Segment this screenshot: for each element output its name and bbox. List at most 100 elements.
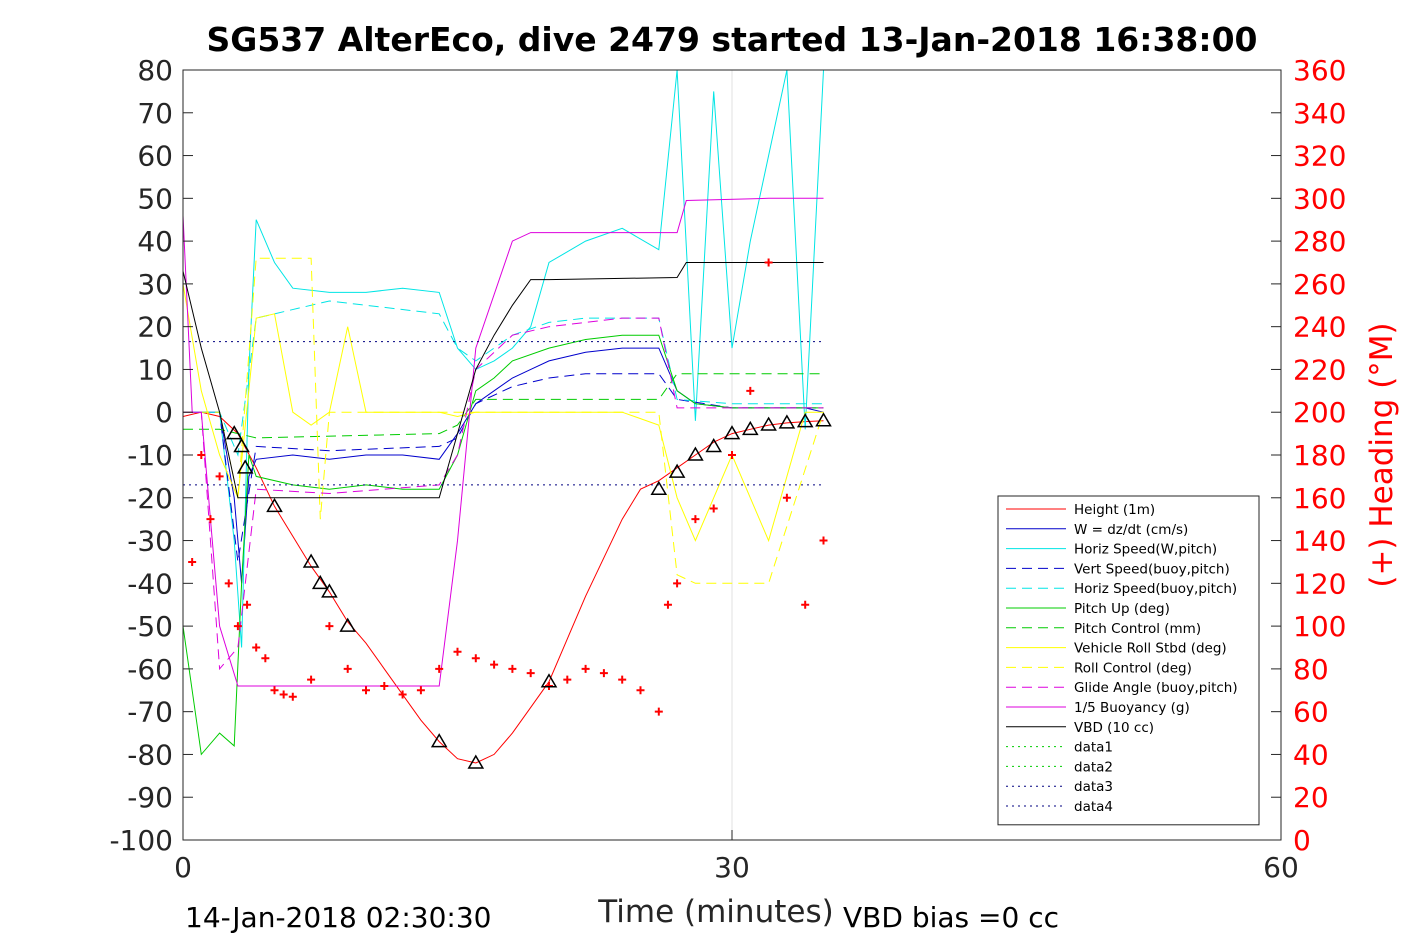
- height-marker: [778, 414, 796, 429]
- heading-point: [490, 660, 499, 669]
- footer-timestamp: 14-Jan-2018 02:30:30: [185, 901, 491, 934]
- heading-point: [362, 686, 370, 695]
- series-line-4: [183, 300, 824, 457]
- y-tick-label: 60: [137, 140, 173, 173]
- y-right-tick-label: 220: [1293, 353, 1346, 386]
- y-right-tick-label: 240: [1293, 311, 1346, 344]
- heading-point: [782, 493, 791, 502]
- y-right-tick-label: 100: [1293, 610, 1346, 643]
- heading-point: [819, 536, 828, 545]
- legend-box: [997, 495, 1260, 826]
- heading-point: [279, 690, 288, 699]
- heading-point: [233, 622, 242, 631]
- heading-point: [224, 579, 233, 588]
- height-marker: [540, 673, 558, 688]
- height-marker: [225, 425, 243, 440]
- x-axis-label: Time (minutes): [597, 894, 833, 930]
- left-axis: 80 70 60 50 40 30 20 10 0 -10 -20 -30 -40 -50 -60 -70 -8…: [109, 54, 193, 857]
- y-right-tick-label: 20: [1293, 781, 1329, 814]
- height-marker: [796, 413, 814, 428]
- legend-label: Horiz Speed(W,pitch): [1074, 542, 1217, 558]
- heading-point: [764, 258, 773, 267]
- heading-point: [398, 690, 407, 699]
- heading-point: [261, 654, 270, 663]
- y-right-tick-label: 40: [1293, 738, 1329, 771]
- y-right-tick-label: 60: [1293, 696, 1329, 729]
- legend-label: Horiz Speed(buoy,pitch): [1074, 581, 1237, 597]
- height-marker: [302, 553, 320, 568]
- y-tick-label: 0: [155, 396, 173, 429]
- heading-point: [691, 515, 700, 524]
- heading-point: [343, 664, 352, 673]
- heading-point: [654, 707, 663, 716]
- heading-point: [801, 600, 810, 609]
- heading-point: [188, 557, 197, 566]
- series-line-10: [183, 197, 824, 687]
- y-right-tick-label: 0: [1293, 824, 1311, 857]
- series-line-9: [183, 317, 824, 671]
- height-marker: [760, 416, 777, 431]
- heading-point: [380, 682, 389, 690]
- y-tick-label: -70: [127, 696, 173, 729]
- heading-point: [581, 664, 590, 673]
- y-right-tick-label: 320: [1293, 140, 1346, 173]
- legend-label: Vert Speed(buoy,pitch): [1074, 561, 1230, 577]
- heading-point: [197, 451, 206, 459]
- y-right-tick-label: 140: [1293, 525, 1346, 558]
- right-axis-label: (+) Heading (°M): [1364, 322, 1400, 587]
- legend-label: Vehicle Roll Stbd (deg): [1074, 641, 1227, 657]
- heading-point: [746, 386, 755, 395]
- legend-label: Pitch Up (deg): [1074, 601, 1170, 617]
- legend-label: Glide Angle (buoy,pitch): [1074, 680, 1238, 696]
- height-marker: [815, 412, 832, 427]
- y-tick-label: -40: [127, 567, 173, 600]
- x-tick-label: 30: [714, 851, 750, 884]
- heading-point: [307, 675, 316, 684]
- height-marker: [687, 446, 704, 461]
- legend-label: data2: [1074, 759, 1113, 775]
- height-marker: [339, 617, 357, 632]
- y-right-tick-label: 180: [1293, 439, 1346, 472]
- legend: Height (1m) W = dz/dt (cm/s) Horiz Speed(W…: [997, 495, 1260, 826]
- y-tick-label: -10: [127, 439, 173, 472]
- x-axis: 0 30 60: [174, 830, 1299, 884]
- x-tick-label: 0: [174, 851, 192, 884]
- y-tick-label: -90: [127, 781, 173, 814]
- y-right-tick-label: 200: [1293, 396, 1346, 429]
- y-right-tick-label: 260: [1293, 268, 1346, 301]
- heading-point: [526, 669, 535, 678]
- height-marker: [668, 463, 686, 478]
- heading-point: [663, 600, 672, 609]
- heading-point: [673, 579, 682, 588]
- series-line-5: [183, 334, 824, 756]
- height-marker: [233, 437, 250, 453]
- series-line-0: [183, 411, 824, 764]
- heading-point: [252, 643, 261, 652]
- heading-point: [270, 686, 279, 695]
- height-marker: [321, 583, 338, 598]
- heading-point: [563, 675, 572, 684]
- y-tick-label: -100: [109, 824, 173, 857]
- legend-label: W = dz/dt (cm/s): [1074, 522, 1188, 538]
- y-right-tick-label: 300: [1293, 182, 1346, 215]
- heading-point: [325, 622, 334, 631]
- height-marker: [705, 437, 723, 453]
- legend-label: 1/5 Buoyancy (g): [1074, 700, 1190, 716]
- y-tick-label: -30: [127, 525, 173, 558]
- y-tick-label: 30: [137, 268, 173, 301]
- heading-point: [599, 669, 608, 678]
- y-right-tick-label: 340: [1293, 97, 1346, 130]
- height-marker: [723, 425, 741, 440]
- y-tick-label: -20: [127, 482, 173, 515]
- footer-vbd-bias: VBD bias =0 cc: [843, 901, 1059, 934]
- y-tick-label: 20: [137, 311, 173, 344]
- series-line-8: [183, 257, 824, 584]
- legend-label: Roll Control (deg): [1074, 660, 1192, 676]
- y-right-tick-label: 80: [1293, 653, 1329, 686]
- heading-point: [508, 664, 517, 673]
- legend-label: data1: [1074, 740, 1113, 756]
- heading-point: [435, 664, 444, 673]
- series-line-3: [183, 373, 824, 562]
- y-tick-label: 40: [137, 225, 173, 258]
- legend-label: Pitch Control (mm): [1074, 621, 1201, 637]
